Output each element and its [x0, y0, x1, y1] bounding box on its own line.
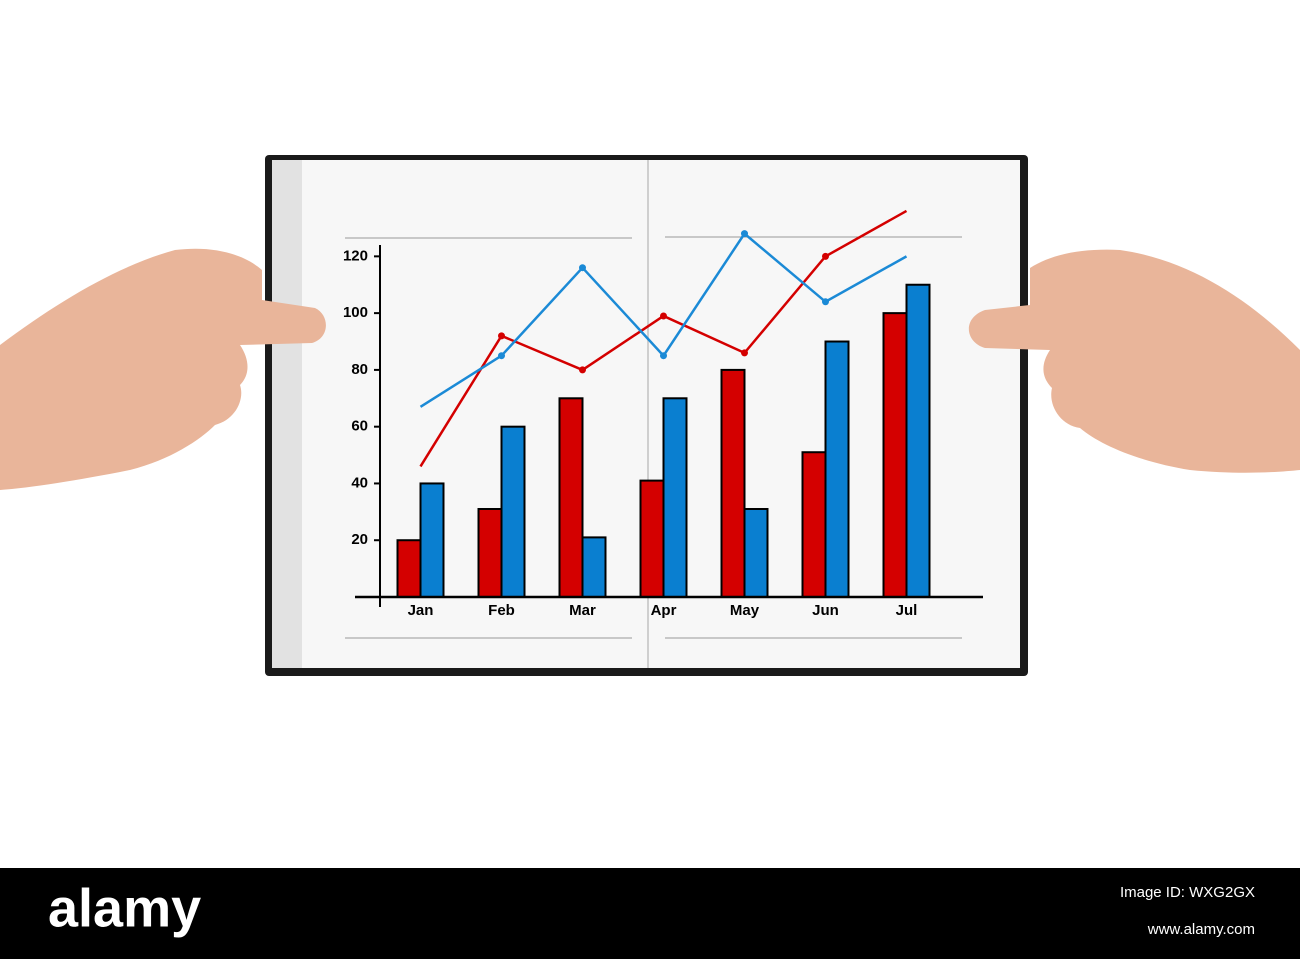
- line-point: [660, 352, 667, 360]
- bar: [581, 536, 607, 598]
- bar: [743, 508, 769, 598]
- line-point: [579, 264, 586, 272]
- x-tick-label: Jun: [812, 602, 839, 619]
- x-tick-label: Mar: [569, 602, 596, 619]
- y-tick-label: 20: [351, 531, 368, 548]
- right-hand: [968, 249, 1300, 473]
- chart: 20 40 60 80 100 120 Jan Feb Mar Apr May Jun Jul: [343, 209, 983, 619]
- bar: [662, 397, 688, 598]
- bar: [396, 539, 422, 599]
- bar: [824, 340, 850, 599]
- y-tick-label: 40: [351, 474, 368, 491]
- bar: [419, 482, 445, 598]
- line-point: [822, 252, 829, 260]
- bar: [905, 283, 931, 598]
- line-point: [660, 312, 667, 320]
- bar: [639, 479, 665, 599]
- line-point: [498, 332, 505, 340]
- logo: alamy: [48, 878, 201, 938]
- x-tick-label: May: [730, 602, 760, 619]
- x-tick-label: Jul: [896, 602, 918, 619]
- page-edges: [272, 160, 302, 668]
- left-hand: [0, 248, 326, 490]
- url: www.alamy.com: [1147, 921, 1255, 938]
- footer-band: [0, 868, 1300, 959]
- bar: [558, 397, 584, 598]
- y-tick-label: 80: [351, 361, 368, 378]
- line-point: [741, 230, 748, 238]
- y-tick-label: 100: [343, 304, 368, 321]
- line-point: [741, 349, 748, 357]
- x-tick-label: Apr: [651, 602, 677, 619]
- bar: [720, 368, 746, 598]
- bar: [477, 508, 503, 598]
- x-tick-label: Feb: [488, 602, 515, 619]
- y-tick-label: 120: [343, 247, 368, 264]
- line-point: [579, 366, 586, 374]
- line-point: [822, 298, 829, 306]
- x-tick-label: Jan: [408, 602, 434, 619]
- bar: [882, 312, 908, 598]
- y-tick-label: 60: [351, 418, 368, 435]
- bar: [801, 451, 827, 598]
- image-id: Image ID: WXG2GX: [1120, 884, 1255, 901]
- bar: [500, 425, 526, 599]
- line-point: [498, 352, 505, 360]
